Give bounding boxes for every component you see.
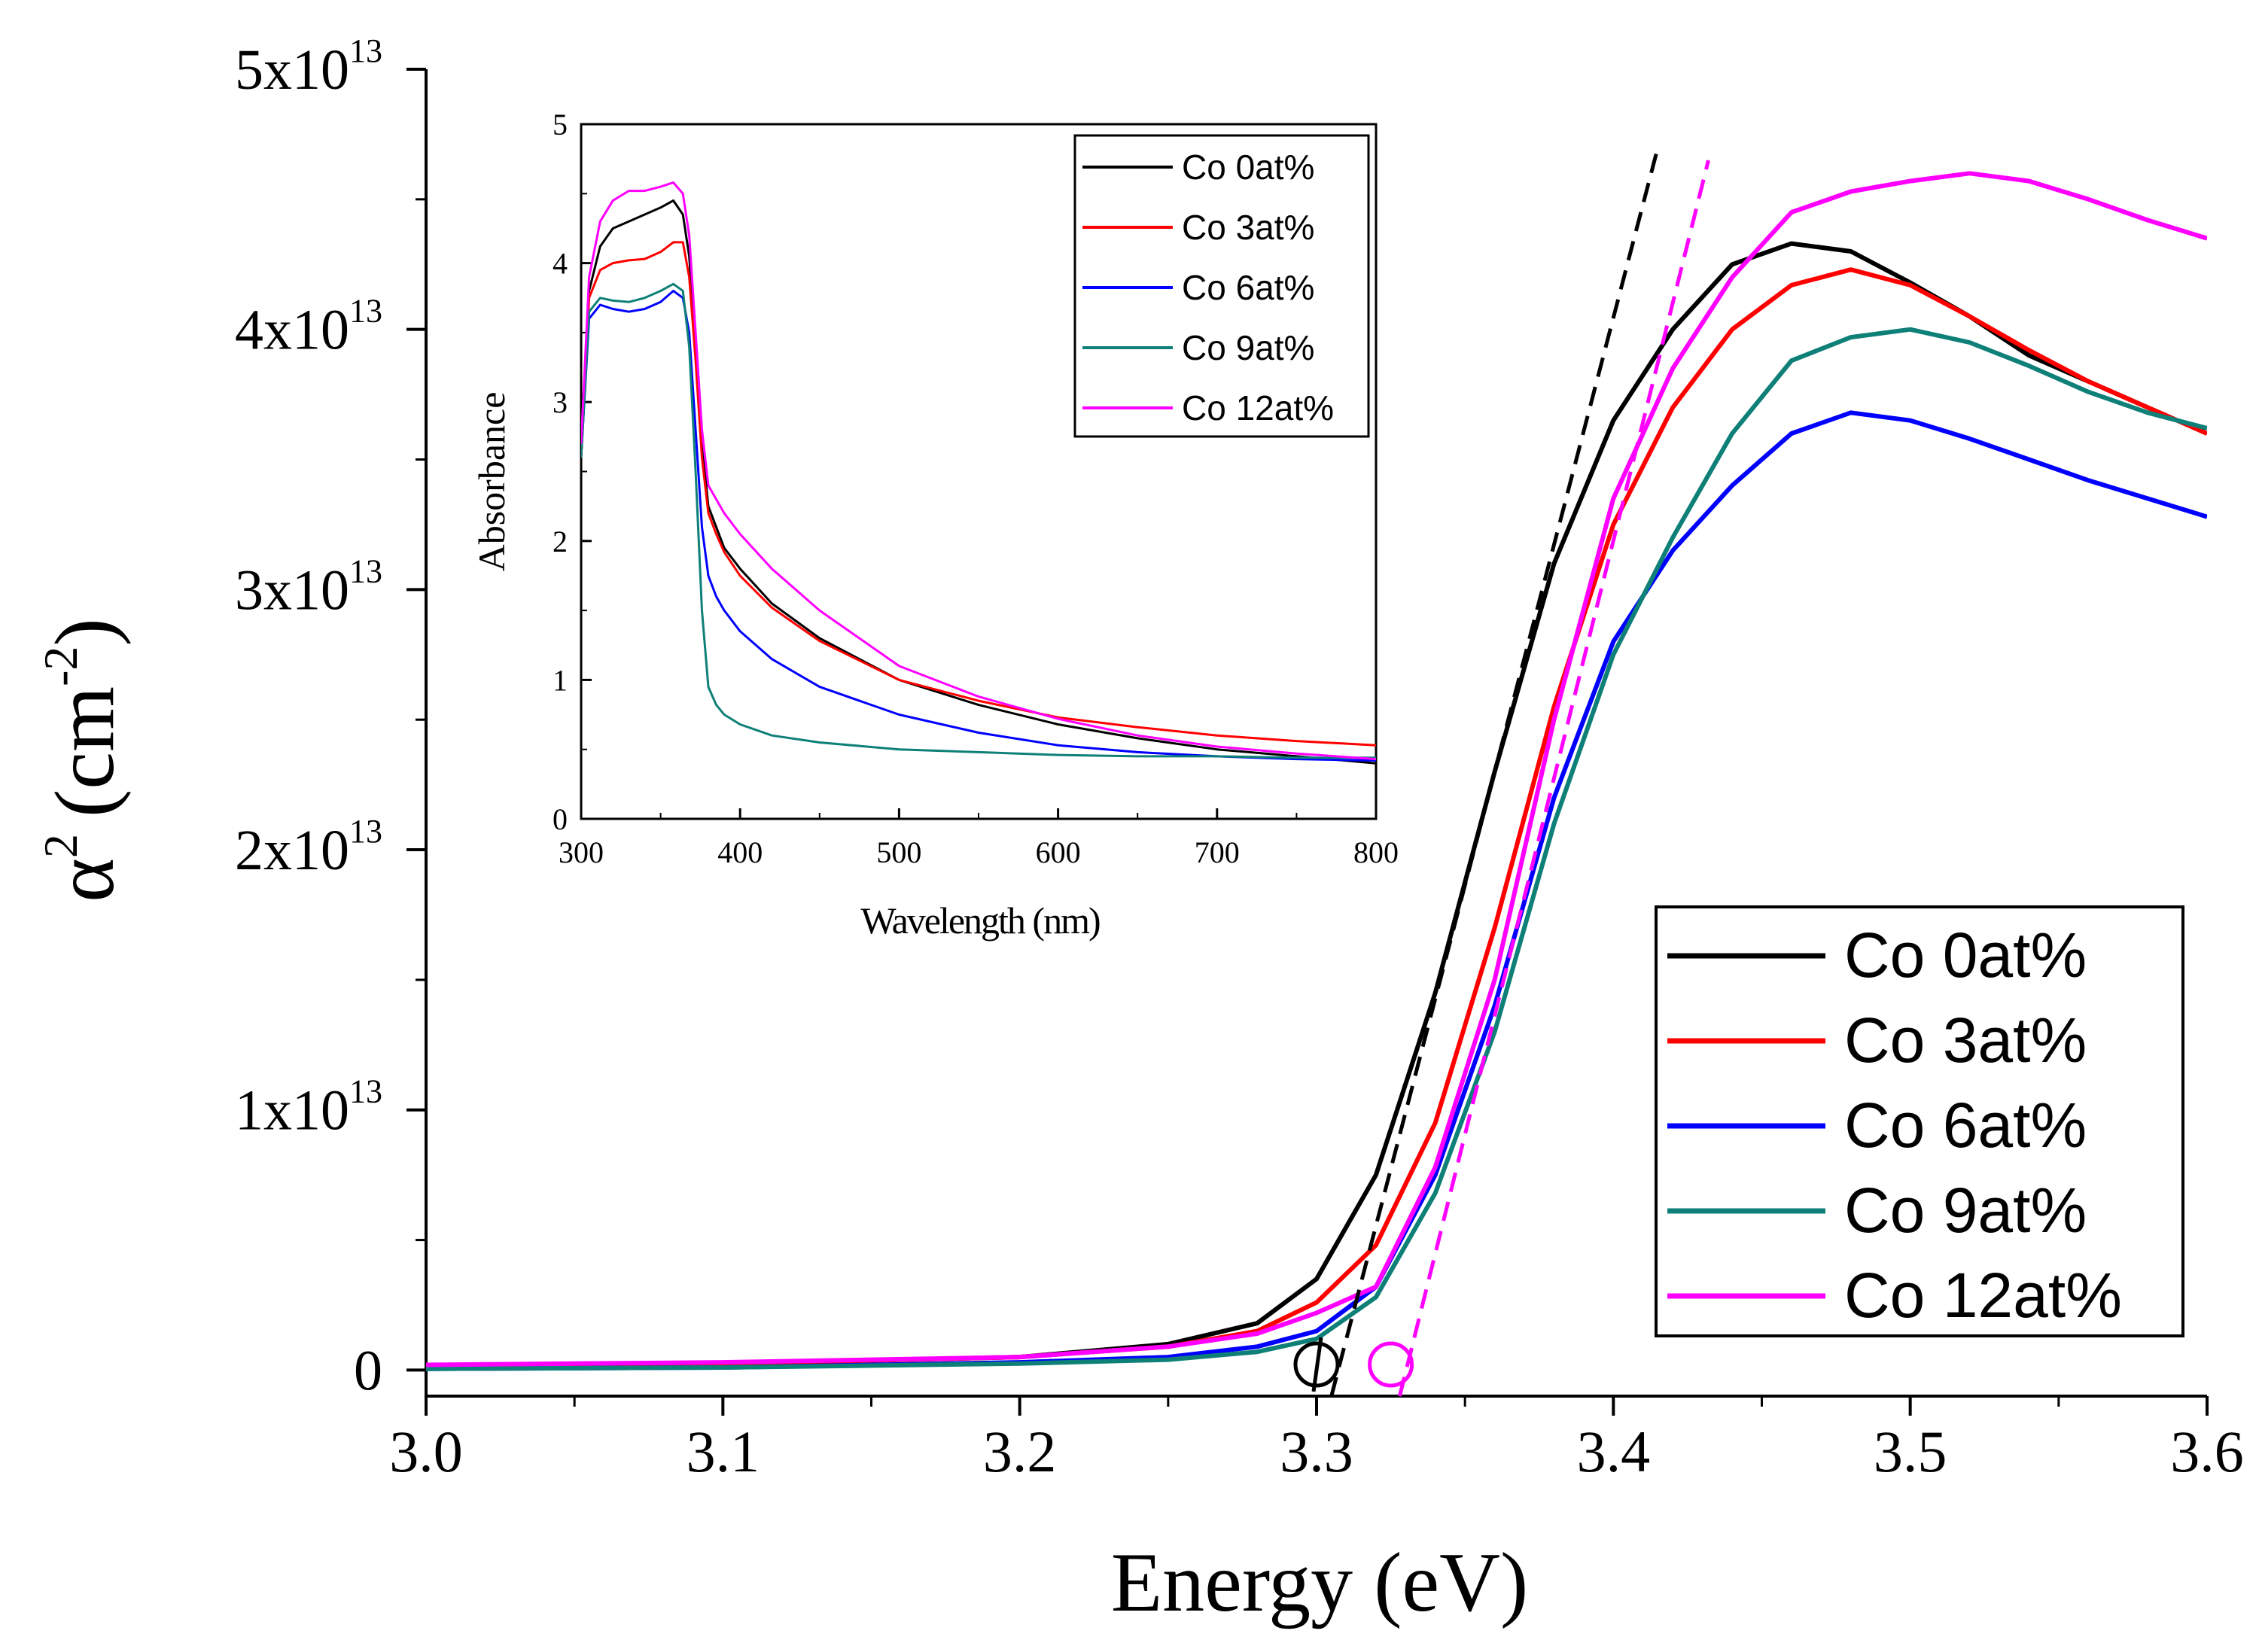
- main-y-tick-label: 4x1013: [235, 293, 382, 362]
- main-legend-label: Co 9at%: [1844, 1175, 2087, 1246]
- main-legend-label: Co 0at%: [1844, 920, 2087, 990]
- main-legend: Co 0at% Co 3at% Co 6at% Co 9at% Co 12at%: [1655, 905, 2184, 1337]
- inset-x-tick-label: 800: [1353, 835, 1399, 869]
- inset-y-tick-label: 3: [553, 385, 568, 419]
- inset-x-tick-label: 300: [559, 835, 604, 869]
- main-y-axis-title: α2 (cm-2): [34, 618, 132, 902]
- y-label-unit-close: ): [38, 618, 132, 646]
- inset-legend-label: Co 6at%: [1182, 268, 1314, 307]
- inset-y-axis-title: Absorbance: [470, 392, 513, 572]
- inset-x-tick-label: 700: [1195, 835, 1240, 869]
- main-series-group: [426, 171, 2207, 1371]
- main-legend-box: [1655, 905, 2184, 1337]
- main-x-ticks: 3.0 3.1 3.2 3.3 3.4 3.5 3.6: [389, 1396, 2244, 1484]
- main-y-tick-label-base: 1x10: [235, 1079, 349, 1142]
- inset-series-group: [581, 181, 1376, 765]
- main-x-tick-label: 3.2: [983, 1419, 1057, 1484]
- inset-series-co-9at: [581, 282, 1376, 759]
- main-y-tick-label-base: 0: [354, 1339, 382, 1402]
- main-x-axis-title: Energy (eV): [1111, 1536, 1529, 1629]
- main-y-tick-label-exp: 13: [349, 1073, 382, 1110]
- inset-y-axis-label: Absorbance: [470, 392, 513, 572]
- fit-line-co-0at: [1329, 147, 1660, 1397]
- inset-legend-label: Co 9at%: [1182, 328, 1314, 367]
- inset-legend-label: Co 12at%: [1182, 388, 1334, 427]
- main-series-co-0at: [426, 241, 2207, 1369]
- main-legend-label: Co 3at%: [1844, 1005, 2087, 1075]
- main-series-co-12at: [426, 171, 2207, 1368]
- y-label-alpha-exp: 2: [34, 834, 87, 858]
- inset-series-co-3at: [581, 241, 1376, 747]
- inset-x-axis-title: Wavelength (nm): [860, 899, 1100, 942]
- inset-legend: Co 0at% Co 3at% Co 6at% Co 9at% Co 12at%: [1073, 134, 1370, 438]
- main-y-tick-label-exp: 13: [349, 552, 382, 589]
- main-y-tick-label: 0: [354, 1339, 382, 1402]
- main-x-tick-label: 3.5: [1874, 1419, 1947, 1484]
- main-y-tick-label-exp: 13: [349, 293, 382, 330]
- inset-legend-label: Co 0at%: [1182, 148, 1314, 187]
- main-x-tick-label: 3.4: [1577, 1419, 1651, 1484]
- main-series-co-9at: [426, 327, 2207, 1371]
- main-legend-label: Co 6at%: [1844, 1090, 2087, 1161]
- main-x-tick-label: 3.3: [1280, 1419, 1353, 1484]
- inset-y-tick-label: 2: [553, 525, 568, 558]
- intercept-marker-slash: [1311, 1337, 1323, 1392]
- main-series-co-6at: [426, 410, 2207, 1371]
- main-x-tick-label: 3.1: [687, 1419, 760, 1484]
- main-y-tick-label-exp: 13: [349, 813, 382, 850]
- main-y-tick-label-base: 2x10: [235, 819, 349, 882]
- main-y-tick-label: 2x1013: [235, 813, 382, 882]
- main-y-tick-label-base: 5x10: [235, 38, 349, 102]
- inset-x-tick-label: 500: [876, 835, 921, 869]
- inset-y-tick-label: 0: [553, 802, 568, 836]
- main-x-axis-label: Energy (eV): [1111, 1536, 1529, 1629]
- y-label-unit-exp: -2: [34, 647, 87, 686]
- main-y-tick-label-exp: 13: [349, 32, 382, 69]
- main-y-axis-label: α2 (cm-2): [34, 618, 132, 902]
- intercept-marker-co-12at: [1368, 1341, 1414, 1388]
- inset-series-co-6at: [581, 290, 1376, 762]
- main-legend-label: Co 12at%: [1844, 1260, 2122, 1331]
- main-plot: 3.0 3.1 3.2 3.3 3.4 3.5 3.601x10132x10133x1013…: [235, 32, 2244, 1484]
- inset-y-tick-label: 5: [553, 108, 568, 141]
- inset-x-tick-label: 600: [1036, 835, 1081, 869]
- inset-x-ticks: 300 400 500 600 700 800: [559, 808, 1399, 869]
- inset-legend-label: Co 3at%: [1182, 208, 1314, 247]
- main-y-tick-label: 1x1013: [235, 1073, 382, 1142]
- main-x-tick-label: 3.0: [389, 1419, 463, 1484]
- main-y-tick-label-base: 3x10: [235, 558, 349, 622]
- inset-series-co-12at: [581, 181, 1376, 761]
- inset-x-tick-label: 400: [717, 835, 763, 869]
- intercept-marker-co-0at: [1293, 1341, 1340, 1388]
- y-label-alpha: α: [38, 858, 132, 902]
- y-label-unit-open: (cm: [38, 686, 132, 817]
- main-y-tick-label-base: 4x10: [235, 299, 349, 362]
- inset-y-ticks: 0 1 2 3 4 5: [553, 108, 592, 836]
- fit-line-co-12at: [1397, 160, 1710, 1397]
- main-y-tick-label: 3x1013: [235, 552, 382, 622]
- main-y-tick-label: 5x1013: [235, 32, 382, 102]
- main-x-tick-label: 3.6: [2170, 1419, 2244, 1484]
- inset-y-tick-label: 1: [553, 663, 568, 697]
- inset-y-tick-label: 4: [553, 247, 568, 281]
